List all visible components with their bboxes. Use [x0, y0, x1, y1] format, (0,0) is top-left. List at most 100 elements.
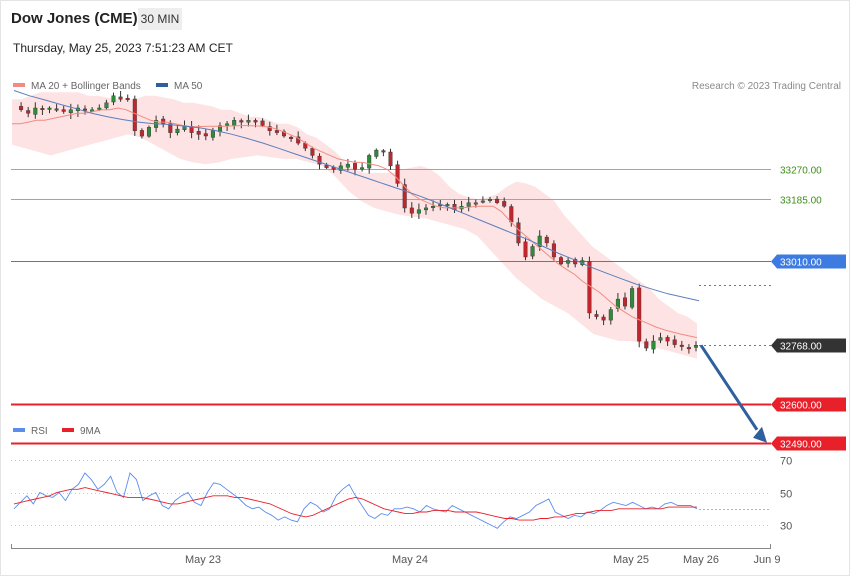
candle-body	[537, 235, 542, 247]
legend-ma50: MA 50	[156, 81, 202, 93]
level-label-support: 32490.00	[780, 440, 822, 451]
candle-body	[416, 209, 421, 214]
candle-body	[402, 184, 407, 209]
time-tick-label: May 24	[392, 554, 428, 566]
candle-body	[530, 246, 535, 257]
candle-body	[196, 131, 201, 135]
candle-body	[61, 109, 66, 112]
candle-body	[679, 344, 684, 347]
level-tag-support	[771, 436, 846, 451]
ma20-line	[12, 107, 698, 339]
legend-rsi-label: RSI	[31, 426, 48, 437]
candle-body	[111, 95, 116, 103]
level-label-pivot: 33010.00	[780, 258, 822, 269]
time-tick-label: May 26	[683, 554, 719, 566]
bollinger-band	[12, 92, 697, 359]
candle-body	[345, 163, 350, 168]
candle-body	[665, 337, 670, 342]
ma50-line	[13, 90, 700, 302]
candle-body	[509, 206, 514, 223]
timeframe-badge[interactable]: 30 MIN	[138, 8, 182, 30]
candle-body	[495, 198, 500, 203]
candle-body	[267, 126, 272, 132]
candle-body	[559, 257, 564, 265]
level-label-support: 32600.00	[780, 401, 822, 412]
candle-body	[210, 130, 215, 138]
candle-body	[26, 110, 31, 114]
rsi-tick-50: 50	[780, 489, 792, 501]
candle-body	[566, 260, 571, 264]
candle-body	[132, 98, 137, 131]
candle-body	[523, 241, 528, 258]
level-tag-last	[771, 338, 846, 353]
level-label-last: 32768.00	[780, 342, 822, 353]
candle-body	[630, 288, 635, 308]
candle-body	[125, 97, 130, 100]
candle-body	[672, 339, 677, 345]
candle-body	[686, 347, 691, 350]
candle-body	[232, 120, 237, 126]
candle-body	[40, 108, 45, 111]
instrument-title: Dow Jones (CME)	[11, 10, 138, 27]
candle-body	[608, 309, 613, 321]
candle-body	[68, 109, 73, 114]
rsi-9ma-line	[13, 487, 697, 521]
candle-body	[466, 202, 471, 207]
candle-body	[118, 96, 123, 100]
candle-body	[97, 107, 102, 110]
legend-ma20: MA 20 + Bollinger Bands	[13, 81, 141, 93]
candle-body	[168, 123, 173, 133]
ma20-swatch	[13, 83, 25, 88]
rsi-tick-30: 30	[780, 521, 792, 533]
rsi-line	[13, 472, 698, 529]
candle-body	[694, 345, 699, 348]
candle-body	[260, 120, 265, 126]
rsi-swatch	[13, 428, 25, 433]
candle-body	[424, 207, 429, 211]
candle-body	[544, 236, 549, 244]
candle-body	[175, 128, 180, 133]
time-tick-label: May 23	[185, 554, 221, 566]
candle-body	[367, 155, 372, 169]
candle-body	[502, 201, 507, 207]
candle-body	[289, 136, 294, 139]
time-tick-label: May 25	[613, 554, 649, 566]
candle-body	[409, 207, 414, 214]
candle-body	[33, 107, 38, 115]
candle-body	[246, 120, 251, 123]
candle-body	[623, 297, 628, 307]
legend-rsi: RSI	[13, 426, 48, 438]
candle-body	[644, 341, 649, 349]
candle-body	[338, 165, 343, 171]
candle-body	[615, 298, 620, 309]
candle-body	[594, 314, 599, 317]
ma50-swatch	[156, 83, 168, 88]
candle-body	[82, 108, 87, 111]
candle-body	[317, 155, 322, 165]
projection-arrowhead	[753, 426, 767, 443]
time-tick-label: Jun 9	[754, 554, 781, 566]
candle-body	[395, 164, 400, 184]
candle-body	[239, 120, 244, 123]
candle-body	[431, 205, 436, 208]
candle-body	[225, 123, 230, 126]
candle-body	[274, 130, 279, 133]
level-tag-support	[771, 397, 846, 412]
candle-body	[353, 163, 358, 170]
legend-9ma-label: 9MA	[80, 426, 101, 437]
candle-body	[651, 340, 656, 350]
candle-body	[480, 200, 485, 203]
candle-body	[19, 106, 24, 111]
candle-body	[203, 133, 208, 137]
legend-9ma: 9MA	[62, 426, 101, 438]
candle-body	[637, 287, 642, 342]
level-tag-pivot	[771, 254, 846, 269]
legend-ma50-label: MA 50	[174, 81, 203, 92]
candle-body	[360, 167, 365, 170]
candle-body	[658, 337, 663, 341]
candles-group	[19, 91, 699, 354]
candle-body	[310, 148, 315, 156]
level-label-resistance: 33270.00	[780, 166, 822, 177]
candle-body	[324, 164, 329, 168]
